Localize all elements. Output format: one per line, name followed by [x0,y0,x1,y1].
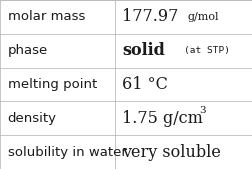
Text: 177.97: 177.97 [122,8,182,25]
Text: density: density [8,112,56,125]
Text: solid: solid [122,42,165,59]
Text: (at STP): (at STP) [184,46,230,55]
Text: g/mol: g/mol [188,12,219,22]
Text: very soluble: very soluble [122,144,221,161]
Text: molar mass: molar mass [8,10,85,23]
Text: 3: 3 [199,106,206,115]
Text: phase: phase [8,44,48,57]
Text: 1.75 g/cm: 1.75 g/cm [122,110,203,127]
Text: 61 °C: 61 °C [122,76,168,93]
Text: melting point: melting point [8,78,97,91]
Text: solubility in water: solubility in water [8,146,127,159]
